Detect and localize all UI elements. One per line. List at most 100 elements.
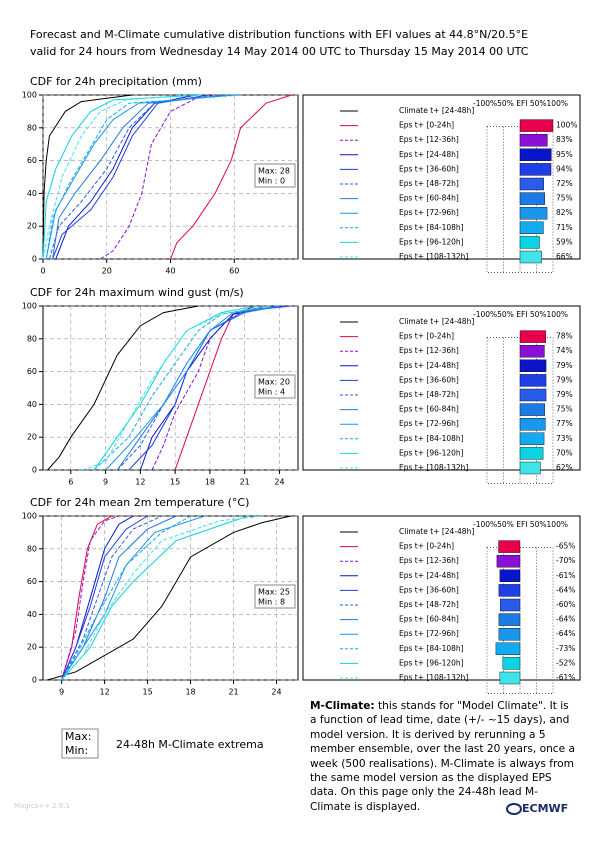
max-label: Max: 20 [258,378,290,387]
cdf-line [116,305,280,471]
legend-box [302,515,581,681]
x-tick-label: 18 [205,478,215,487]
y-tick-label: 80 [27,544,37,553]
legend-label: Eps t+ [48-72h] [399,600,459,609]
x-tick-label: 9 [103,478,108,487]
maxmin-box [254,584,296,609]
efi-bar [495,642,521,655]
efi-bar [519,206,548,220]
legend-label: Eps t+ [84-108h] [399,434,464,443]
legend-label: Eps t+ [96-120h] [399,658,464,667]
key-box [61,728,99,759]
efi-bar [519,374,547,387]
x-tick-label: 12 [100,688,110,697]
y-tick-label: 40 [27,189,37,198]
efi-bar [519,403,545,416]
legend-label: Eps t+ [48-72h] [399,390,459,399]
cdf-line [61,515,113,681]
legend-label: Eps t+ [36-60h] [399,164,459,173]
min-label: Min : 4 [258,388,285,397]
legend-label: Eps t+ [96-120h] [399,237,464,246]
efi-label: 73% [556,434,573,443]
cdf-line [170,94,292,260]
x-tick-label: 21 [240,478,250,487]
cdf-line [45,94,235,260]
chart-title: CDF for 24h maximum wind gust (m/s) [30,286,244,299]
logo-text: ECMWF [522,802,568,815]
legend-label: Eps t+ [60-84h] [399,194,459,203]
cdf-line [61,515,148,681]
y-tick-label: 40 [27,400,37,409]
efi-label: 100% [556,121,577,130]
legend-label: Climate t+ [24-48h] [399,527,474,536]
key-text: 24-48h M-Climate extrema [116,738,264,751]
efi-label: 75% [556,194,573,203]
x-tick-label: 21 [228,688,238,697]
efi-bar [519,359,547,372]
legend-label: Eps t+ [24-48h] [399,361,459,370]
cdf-line [82,305,268,471]
max-label: Max: 25 [258,588,290,597]
efi-bar [519,133,548,147]
software-credit: Magics++ 2.6.1 [14,802,70,810]
y-tick-label: 60 [27,367,37,376]
y-tick-label: 100 [22,512,37,521]
efi-bar [519,432,545,445]
cdf-line [48,94,219,260]
legend-label: Eps t+ [12-36h] [399,346,459,355]
x-tick-label: 9 [59,688,64,697]
efi-bar [498,584,521,597]
note-text: this stands for "Model Climate". It is a… [310,700,575,813]
y-tick-label: 0 [32,255,37,264]
y-tick-label: 20 [27,433,37,442]
legend-label: Eps t+ [60-84h] [399,405,459,414]
efi-label: 62% [556,463,573,472]
efi-bar [498,540,521,553]
efi-label: -60% [556,600,575,609]
legend-label: Eps t+ [24-48h] [399,571,459,580]
efi-bar [519,418,546,431]
y-tick-label: 60 [27,156,37,165]
efi-label: -65% [556,542,575,551]
x-tick-label: 24 [274,478,284,487]
efi-bar [519,192,545,205]
y-tick-label: 0 [32,676,37,685]
efi-label: 79% [556,390,573,399]
note-term: M-Climate: [310,700,375,712]
legend-label: Eps t+ [36-60h] [399,585,459,594]
y-tick-label: 100 [22,91,37,100]
x-tick-label: 12 [135,478,145,487]
efi-label: -61% [556,673,575,682]
key-min: Min: [65,744,88,757]
x-tick-label: 40 [165,267,175,276]
legend-label: Eps t+ [108-132h] [399,463,468,472]
efi-bar [498,628,521,641]
legend-label: Eps t+ [60-84h] [399,615,459,624]
cdf-line [42,94,133,260]
note: M-Climate: this stands for "Model Climat… [310,699,578,814]
legend-label: Eps t+ [84-108h] [399,644,464,653]
legend-label: Eps t+ [72-96h] [399,208,459,217]
min-label: Min : 0 [258,177,285,186]
efi-bar [499,671,521,685]
min-label: Min : 8 [258,598,285,607]
efi-bar [519,148,552,162]
efi-label: 83% [556,135,573,144]
key-max: Max: [65,730,91,743]
efi-header: -100%50% EFI 50%100% [473,310,568,319]
y-tick-label: 80 [27,123,37,132]
legend-label: Eps t+ [72-96h] [399,629,459,638]
logo: ECMWF [506,802,568,815]
x-tick-label: 60 [229,267,239,276]
efi-label: -64% [556,629,575,638]
efi-bar [519,177,544,191]
efi-bar [519,119,554,132]
chart-title: CDF for 24h precipitation (mm) [30,75,202,88]
x-tick-label: 15 [170,478,180,487]
x-tick-label: 0 [40,267,45,276]
x-tick-label: 15 [142,688,152,697]
y-tick-label: 20 [27,222,37,231]
legend-label: Eps t+ [84-108h] [399,223,464,232]
legend-label: Eps t+ [48-72h] [399,179,459,188]
